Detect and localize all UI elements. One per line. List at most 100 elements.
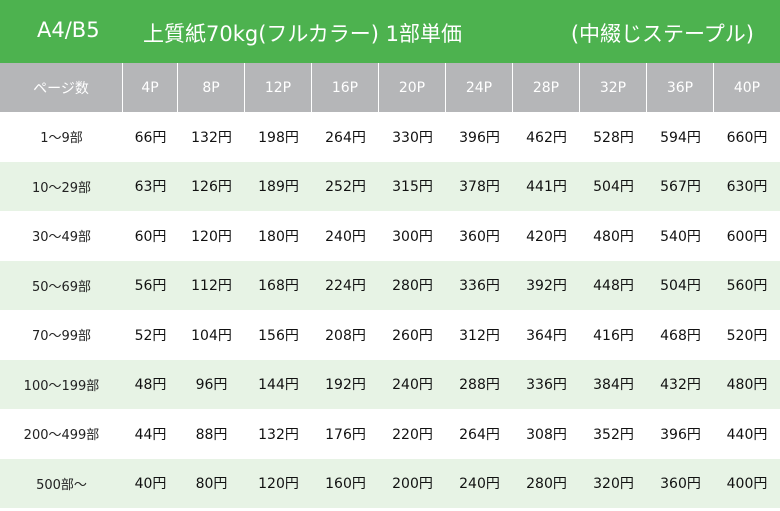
price-cell: 560円	[714, 260, 780, 310]
price-cell: 112円	[178, 260, 245, 310]
price-cell: 96円	[178, 359, 245, 409]
price-cell: 120円	[245, 458, 312, 508]
price-cell: 224円	[312, 260, 379, 310]
price-cell: 264円	[312, 112, 379, 162]
price-cell: 252円	[312, 161, 379, 211]
binding-note: (中綴じステープル)	[570, 22, 754, 46]
quantity-cell: 500部〜	[0, 458, 123, 508]
table-row: 1〜9部 66円 132円 198円 264円 330円 396円 462円 528円 594円 6…	[0, 112, 780, 162]
price-cell: 200円	[379, 458, 446, 508]
price-cell: 48円	[123, 359, 178, 409]
paper-size-title: A4/B5	[37, 18, 100, 42]
price-cell: 308円	[513, 409, 580, 459]
price-cell: 320円	[580, 458, 647, 508]
price-cell: 378円	[446, 161, 513, 211]
paper-spec-title: 上質紙70kg(フルカラー) 1部単価	[143, 22, 463, 46]
page-count-header: ページ数	[0, 63, 123, 112]
price-cell: 630円	[714, 161, 780, 211]
quantity-cell: 1〜9部	[0, 112, 123, 162]
price-cell: 336円	[513, 359, 580, 409]
quantity-cell: 100〜199部	[0, 359, 123, 409]
price-cell: 600円	[714, 211, 780, 261]
price-cell: 520円	[714, 310, 780, 360]
quantity-cell: 10〜29部	[0, 161, 123, 211]
price-table: ページ数 4P 8P 12P 16P 20P 24P 28P 32P 36P 4…	[0, 63, 780, 508]
header-row: ページ数 4P 8P 12P 16P 20P 24P 28P 32P 36P 4…	[0, 63, 780, 112]
column-header: 40P	[714, 63, 780, 112]
quantity-cell: 30〜49部	[0, 211, 123, 261]
price-cell: 352円	[580, 409, 647, 459]
column-header: 32P	[580, 63, 647, 112]
price-cell: 504円	[647, 260, 714, 310]
table-row: 50〜69部 56円 112円 168円 224円 280円 336円 392円 448円 504…	[0, 260, 780, 310]
price-cell: 384円	[580, 359, 647, 409]
price-cell: 189円	[245, 161, 312, 211]
price-cell: 441円	[513, 161, 580, 211]
price-cell: 330円	[379, 112, 446, 162]
price-cell: 63円	[123, 161, 178, 211]
price-cell: 462円	[513, 112, 580, 162]
price-cell: 504円	[580, 161, 647, 211]
price-cell: 120円	[178, 211, 245, 261]
price-cell: 176円	[312, 409, 379, 459]
price-cell: 396円	[647, 409, 714, 459]
column-header: 4P	[123, 63, 178, 112]
column-header: 36P	[647, 63, 714, 112]
price-cell: 315円	[379, 161, 446, 211]
price-cell: 192円	[312, 359, 379, 409]
column-header: 12P	[245, 63, 312, 112]
price-cell: 432円	[647, 359, 714, 409]
price-cell: 336円	[446, 260, 513, 310]
price-cell: 416円	[580, 310, 647, 360]
price-cell: 360円	[647, 458, 714, 508]
price-cell: 300円	[379, 211, 446, 261]
price-cell: 52円	[123, 310, 178, 360]
price-cell: 400円	[714, 458, 780, 508]
price-cell: 540円	[647, 211, 714, 261]
column-header: 28P	[513, 63, 580, 112]
price-cell: 594円	[647, 112, 714, 162]
price-cell: 280円	[513, 458, 580, 508]
price-cell: 360円	[446, 211, 513, 261]
price-cell: 144円	[245, 359, 312, 409]
price-cell: 288円	[446, 359, 513, 409]
price-cell: 132円	[245, 409, 312, 459]
price-cell: 448円	[580, 260, 647, 310]
price-cell: 480円	[714, 359, 780, 409]
column-header: 20P	[379, 63, 446, 112]
price-cell: 396円	[446, 112, 513, 162]
price-cell: 66円	[123, 112, 178, 162]
table-row: 200〜499部 44円 88円 132円 176円 220円 264円 308円 352円 39…	[0, 409, 780, 459]
price-cell: 280円	[379, 260, 446, 310]
title-bar: A4/B5 上質紙70kg(フルカラー) 1部単価 (中綴じステープル)	[0, 0, 780, 63]
price-cell: 126円	[178, 161, 245, 211]
quantity-cell: 50〜69部	[0, 260, 123, 310]
price-cell: 208円	[312, 310, 379, 360]
price-cell: 468円	[647, 310, 714, 360]
table-row: 10〜29部 63円 126円 189円 252円 315円 378円 441円 504円 567…	[0, 161, 780, 211]
price-cell: 420円	[513, 211, 580, 261]
price-cell: 240円	[312, 211, 379, 261]
price-cell: 240円	[379, 359, 446, 409]
price-cell: 168円	[245, 260, 312, 310]
price-cell: 198円	[245, 112, 312, 162]
price-cell: 104円	[178, 310, 245, 360]
table-row: 30〜49部 60円 120円 180円 240円 300円 360円 420円 480円 540…	[0, 211, 780, 261]
price-cell: 40円	[123, 458, 178, 508]
column-header: 24P	[446, 63, 513, 112]
price-cell: 180円	[245, 211, 312, 261]
table-row: 500部〜 40円 80円 120円 160円 200円 240円 280円 320円 360円 4…	[0, 458, 780, 508]
price-cell: 312円	[446, 310, 513, 360]
price-cell: 440円	[714, 409, 780, 459]
column-header: 16P	[312, 63, 379, 112]
price-cell: 220円	[379, 409, 446, 459]
price-cell: 44円	[123, 409, 178, 459]
price-cell: 88円	[178, 409, 245, 459]
column-header: 8P	[178, 63, 245, 112]
price-cell: 56円	[123, 260, 178, 310]
quantity-cell: 200〜499部	[0, 409, 123, 459]
price-cell: 80円	[178, 458, 245, 508]
price-cell: 567円	[647, 161, 714, 211]
table-row: 100〜199部 48円 96円 144円 192円 240円 288円 336円 384円 43…	[0, 359, 780, 409]
table-row: 70〜99部 52円 104円 156円 208円 260円 312円 364円 416円 468…	[0, 310, 780, 360]
